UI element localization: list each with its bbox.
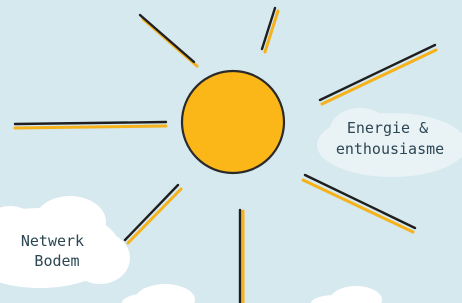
- sun: [182, 71, 284, 173]
- label-line: enthousiasme: [336, 140, 444, 158]
- label-line: Energie &: [347, 119, 428, 137]
- label-line: Bodem: [34, 252, 79, 270]
- illustration: Energie & enthousiasme Netwerk Bodem: [0, 0, 462, 303]
- label-line: Netwerk: [21, 232, 84, 250]
